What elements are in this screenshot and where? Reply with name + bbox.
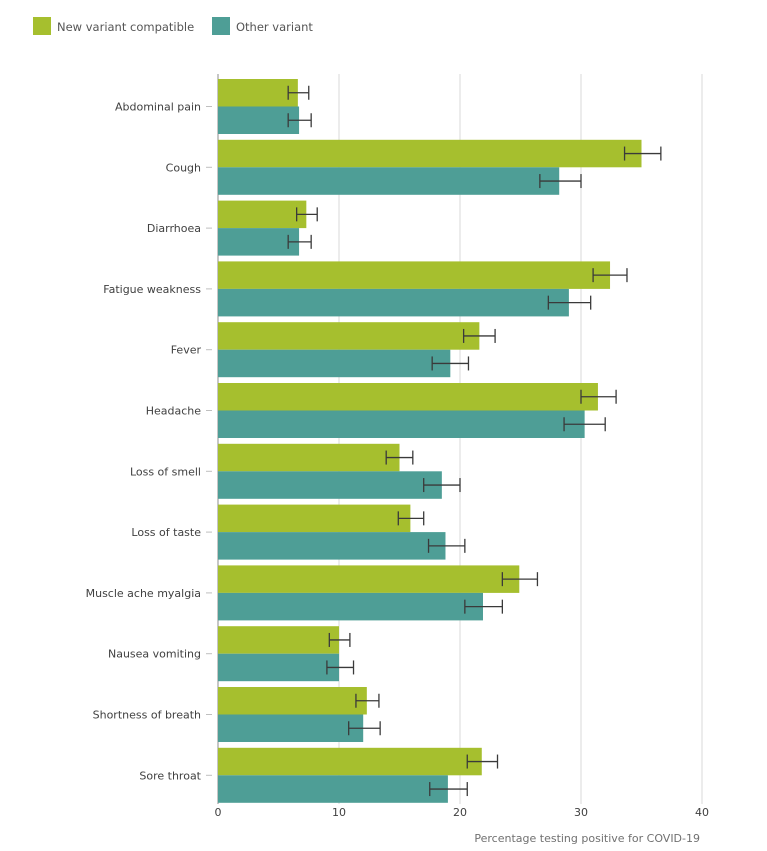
bar-loss-of-taste-new-variant-compatible — [218, 504, 411, 533]
error-bar-loss-of-smell-other-variant — [423, 478, 461, 493]
x-tick-label-0: 0 — [215, 806, 222, 819]
legend: New variant compatible Other variant — [33, 17, 313, 35]
error-bar-headache-new-variant-compatible — [580, 389, 617, 404]
error-bar-abdominal-pain-new-variant-compatible — [287, 85, 310, 100]
bar-shortness-of-breath-other-variant — [218, 714, 364, 742]
error-bar-fever-new-variant-compatible — [462, 328, 496, 343]
bar-abdominal-pain-new-variant-compatible — [218, 79, 298, 107]
error-bar-loss-of-smell-new-variant-compatible — [385, 450, 414, 465]
error-bar-muscle-ache-myalgia-new-variant-compatible — [501, 572, 539, 587]
bar-muscle-ache-myalgia-new-variant-compatible — [218, 565, 520, 593]
bar-diarrhoea-new-variant-compatible — [218, 200, 307, 229]
category-label-muscle-ache-myalgia: Muscle ache myalgia — [86, 587, 201, 600]
category-label-fever: Fever — [171, 344, 202, 357]
x-tick-label-40: 40 — [695, 806, 709, 819]
error-bar-headache-other-variant — [563, 417, 606, 432]
category-label-loss-of-taste: Loss of taste — [131, 526, 201, 539]
bars — [218, 79, 642, 803]
legend-swatch-other-variant — [212, 17, 230, 35]
bar-loss-of-smell-new-variant-compatible — [218, 443, 400, 472]
legend-swatch-new-variant — [33, 17, 51, 35]
category-labels: Abdominal pain Cough Diarrhoea Fatigue weak… — [86, 101, 212, 782]
category-label-sore-throat: Sore throat — [139, 769, 201, 782]
error-bar-nausea-vomiting-other-variant — [326, 660, 355, 675]
x-tick-label-10: 10 — [332, 806, 346, 819]
error-bar-cough-new-variant-compatible — [623, 146, 662, 161]
gridlines — [217, 74, 703, 804]
category-label-shortness-of-breath: Shortness of breath — [93, 709, 201, 722]
bar-cough-other-variant — [218, 167, 560, 195]
error-bar-fever-other-variant — [431, 356, 470, 371]
error-bar-cough-other-variant — [539, 174, 582, 189]
error-bar-fatigue-weakness-new-variant-compatible — [592, 268, 628, 283]
error-bar-sore-throat-new-variant-compatible — [466, 754, 499, 769]
error-bar-nausea-vomiting-new-variant-compatible — [328, 632, 351, 647]
error-bar-fatigue-weakness-other-variant — [547, 295, 592, 310]
bar-shortness-of-breath-new-variant-compatible — [218, 687, 367, 715]
error-bar-shortness-of-breath-new-variant-compatible — [355, 693, 380, 708]
error-bar-loss-of-taste-new-variant-compatible — [397, 511, 425, 526]
error-bars — [287, 85, 662, 797]
bar-sore-throat-other-variant — [218, 775, 448, 803]
error-bar-shortness-of-breath-other-variant — [348, 721, 381, 736]
category-label-headache: Headache — [146, 405, 202, 418]
bar-sore-throat-new-variant-compatible — [218, 747, 482, 776]
bar-fatigue-weakness-new-variant-compatible — [218, 261, 611, 289]
bar-abdominal-pain-other-variant — [218, 106, 300, 134]
bar-nausea-vomiting-new-variant-compatible — [218, 626, 339, 654]
bar-loss-of-smell-other-variant — [218, 471, 442, 499]
error-bar-abdominal-pain-other-variant — [287, 113, 312, 128]
error-bar-loss-of-taste-other-variant — [427, 538, 466, 553]
x-tick-label-20: 20 — [453, 806, 467, 819]
category-label-nausea-vomiting: Nausea vomiting — [108, 648, 201, 661]
x-tick-label-30: 30 — [574, 806, 588, 819]
bar-headache-new-variant-compatible — [218, 383, 598, 411]
category-label-abdominal-pain: Abdominal pain — [115, 101, 201, 114]
bar-nausea-vomiting-other-variant — [218, 653, 339, 682]
category-label-loss-of-smell: Loss of smell — [130, 465, 201, 478]
bar-fever-new-variant-compatible — [218, 322, 480, 350]
bar-fever-other-variant — [218, 349, 451, 378]
x-axis-ticks: 0 10 20 30 40 — [215, 806, 710, 819]
error-bar-sore-throat-other-variant — [429, 782, 468, 797]
legend-label-other-variant: Other variant — [236, 20, 313, 34]
error-bar-diarrhoea-new-variant-compatible — [295, 207, 318, 222]
bar-diarrhoea-other-variant — [218, 228, 300, 256]
legend-label-new-variant: New variant compatible — [57, 20, 194, 34]
error-bar-muscle-ache-myalgia-other-variant — [464, 599, 504, 614]
bar-cough-new-variant-compatible — [218, 139, 642, 168]
bar-fatigue-weakness-other-variant — [218, 288, 569, 317]
category-label-diarrhoea: Diarrhoea — [147, 222, 201, 235]
bar-headache-other-variant — [218, 410, 585, 438]
category-label-cough: Cough — [166, 161, 201, 174]
bar-muscle-ache-myalgia-other-variant — [218, 592, 483, 621]
category-label-fatigue-weakness: Fatigue weakness — [103, 283, 201, 296]
bar-loss-of-taste-other-variant — [218, 532, 446, 560]
x-axis-title: Percentage testing positive for COVID-19 — [474, 832, 700, 845]
error-bar-diarrhoea-other-variant — [287, 234, 312, 249]
